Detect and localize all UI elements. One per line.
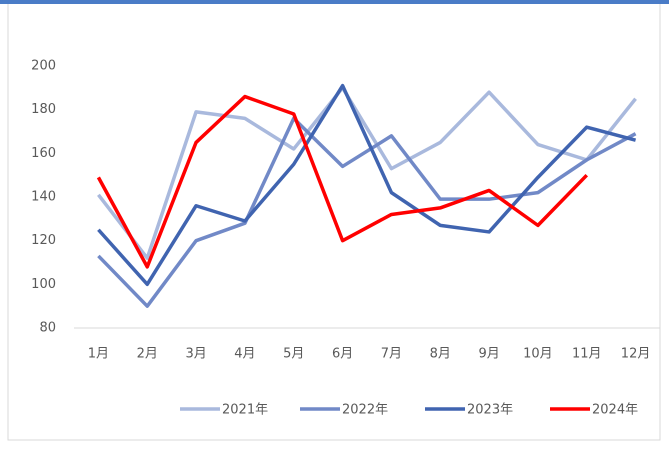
x-tick-label: 10月 [523,347,553,362]
x-tick-label: 8月 [430,347,451,362]
x-tick-label: 12月 [621,347,651,362]
y-tick-label: 140 [31,190,56,205]
x-tick-label: 7月 [381,347,402,362]
x-tick-label: 5月 [283,347,304,362]
x-tick-label: 1月 [88,347,109,362]
y-tick-label: 160 [31,146,56,161]
x-tick-label: 3月 [185,347,206,362]
series-line [97,86,637,260]
y-tick-label: 180 [31,102,56,117]
x-tick-label: 6月 [332,347,353,362]
series-line [97,116,637,308]
y-tick-label: 120 [31,233,56,248]
series-line [96,94,589,269]
y-tick-label: 100 [31,277,56,292]
x-tick-label: 2月 [137,347,158,362]
series-line [97,83,637,287]
legend-label: 2021年 [222,403,268,418]
legend-label: 2024年 [592,403,638,418]
legend-label: 2023年 [467,403,513,418]
y-tick-label: 200 [31,59,56,74]
y-tick-label: 80 [39,321,56,336]
legend-label: 2022年 [342,403,388,418]
x-tick-label: 4月 [234,347,255,362]
x-tick-label: 11月 [572,347,602,362]
top-bar [0,0,669,4]
x-tick-label: 9月 [478,347,499,362]
